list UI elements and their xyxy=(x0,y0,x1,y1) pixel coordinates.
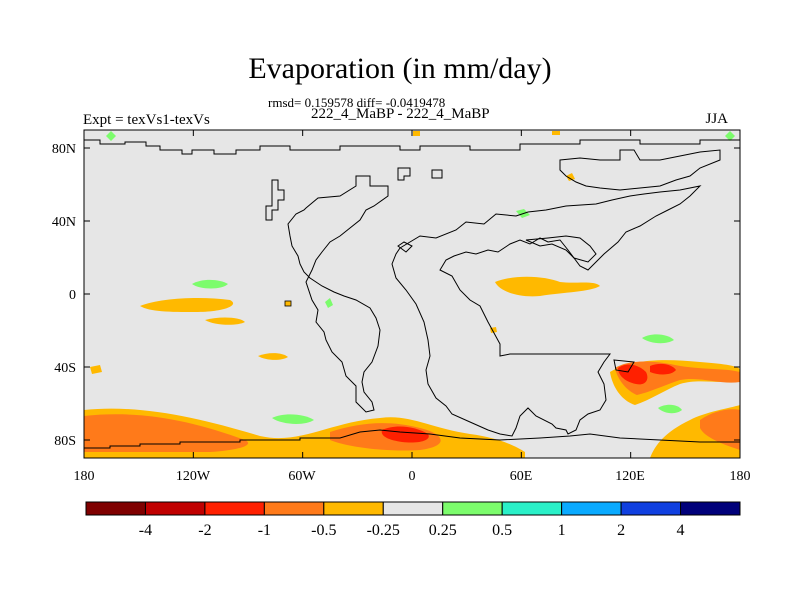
stats-line: rmsd= 0.159578 diff= -0.0419478 xyxy=(268,95,446,110)
lat-label: 40N xyxy=(52,215,76,230)
shade-positive xyxy=(106,131,116,141)
coastline-americas xyxy=(287,175,389,413)
colorbar-label: -1 xyxy=(258,522,271,539)
shading-layer xyxy=(84,131,740,458)
coastline-north xyxy=(84,139,740,155)
shade-small xyxy=(552,131,560,135)
colorbar-label: 4 xyxy=(677,522,685,539)
experiment-label: Expt = texVs1-texVs xyxy=(83,112,210,128)
colorbar-box xyxy=(501,501,563,516)
lon-label: 120E xyxy=(615,469,645,484)
shade-south-band xyxy=(84,414,249,452)
shade-south-band xyxy=(381,426,429,443)
coastline-arctic-asia xyxy=(559,149,721,191)
shade-small xyxy=(284,300,292,307)
coastline-island xyxy=(431,169,443,179)
colorbar-box xyxy=(442,501,503,516)
colorbar-box xyxy=(382,501,444,516)
coastline-greenland xyxy=(397,167,411,181)
chart-title: Evaporation (in mm/day) xyxy=(248,52,552,85)
lat-label: 80S xyxy=(54,434,76,449)
shade-positive xyxy=(642,334,674,344)
lon-label: 60E xyxy=(510,469,533,484)
shade-small xyxy=(90,365,102,374)
colorbar-box xyxy=(204,501,265,516)
shade-small xyxy=(413,131,420,136)
shade-positive xyxy=(325,298,333,308)
shade-small xyxy=(566,173,575,181)
shade-positive xyxy=(272,414,314,424)
colorbar-label: 0.25 xyxy=(429,522,457,539)
lon-label: 120W xyxy=(176,469,211,484)
shade-equatorial xyxy=(258,353,288,360)
colorbar-label: 0.5 xyxy=(492,522,512,539)
coastline-island xyxy=(613,359,635,373)
shade-equatorial xyxy=(495,276,600,297)
shade-equatorial xyxy=(205,317,245,325)
shade-equatorial xyxy=(140,298,234,312)
subtitle: 222_4_MaBP - 222_4_MaBP xyxy=(311,106,490,122)
colorbar-label: -2 xyxy=(198,522,211,539)
coastline-east-asia xyxy=(525,235,597,263)
coastline-canada xyxy=(265,179,285,221)
lon-labels: 180 120W 60W 0 60E 120E 180 xyxy=(74,469,751,484)
colorbar-box xyxy=(561,501,622,516)
shade-positive xyxy=(192,279,228,289)
lat-labels: 80N 40N 0 40S 80S xyxy=(52,142,76,449)
colorbar-label: -0.5 xyxy=(311,522,336,539)
lon-label: 60W xyxy=(288,469,316,484)
lon-label: 180 xyxy=(74,469,95,484)
shade-positive xyxy=(658,404,682,414)
colorbar-label: -0.25 xyxy=(367,522,400,539)
coastline-afro-eurasia xyxy=(391,185,702,437)
shade-south-east xyxy=(618,364,648,385)
season-label: JJA xyxy=(705,111,728,127)
colorbar-box xyxy=(263,501,325,516)
colorbar-box xyxy=(620,501,682,516)
colorbar xyxy=(85,501,741,516)
colorbar-box xyxy=(144,501,206,516)
colorbar-label: 1 xyxy=(558,522,566,539)
map-background xyxy=(84,130,740,458)
colorbar-labels: -4 -2 -1 -0.5 -0.25 0.25 0.5 1 2 4 xyxy=(139,522,685,539)
shade-south-east xyxy=(615,361,740,395)
colorbar-label: -4 xyxy=(139,522,152,539)
shade-south-east xyxy=(650,363,676,375)
lon-label: 0 xyxy=(409,469,416,484)
shade-south-east xyxy=(700,409,740,450)
shade-positive xyxy=(725,131,735,141)
colorbar-box xyxy=(680,501,741,516)
colorbar-label: 2 xyxy=(617,522,625,539)
coastline-antarctica xyxy=(84,429,740,449)
lat-label: 40S xyxy=(54,361,76,376)
lon-label: 180 xyxy=(730,469,751,484)
lat-label: 0 xyxy=(69,288,76,303)
coastlines xyxy=(84,139,740,449)
colorbar-box xyxy=(323,501,384,516)
axis-ticks xyxy=(83,130,741,458)
coastline-island xyxy=(397,241,413,253)
lat-label: 80N xyxy=(52,142,76,157)
colorbar-box xyxy=(85,501,146,516)
